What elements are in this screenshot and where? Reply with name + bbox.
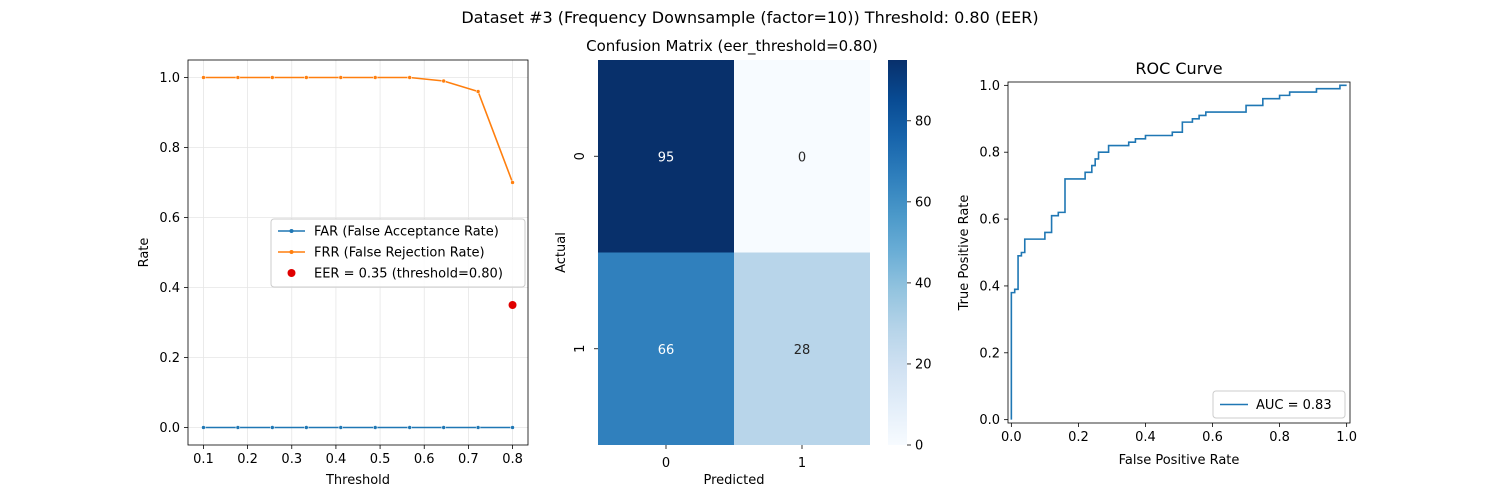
cell-value-label: 28 — [794, 343, 811, 358]
x-tick-label: 0.6 — [414, 452, 435, 467]
heatmap-cell — [598, 60, 734, 253]
eer-point — [508, 301, 517, 309]
legend-label: EER = 0.35 (threshold=0.80) — [314, 267, 503, 282]
y-tick-label: 0 — [573, 152, 588, 160]
series-marker — [235, 75, 241, 80]
legend-eer-marker — [287, 269, 296, 277]
x-tick-label: 0.8 — [1269, 430, 1290, 445]
y-tick-label: 0.8 — [159, 141, 180, 156]
colorbar-tick-label: 80 — [915, 114, 932, 129]
y-tick-label: 0.2 — [979, 346, 1000, 361]
series-marker — [372, 75, 378, 80]
series-marker — [407, 75, 412, 80]
x-tick-label: 0 — [662, 456, 670, 471]
y-tick-label: 1.0 — [979, 79, 1000, 94]
x-tick-label: 0.1 — [193, 452, 214, 467]
legend-label: FAR (False Acceptance Rate) — [314, 225, 499, 240]
series-marker — [338, 75, 344, 80]
x-tick-label: 0.0 — [1001, 430, 1022, 445]
heatmap-cell — [734, 252, 870, 445]
legend-box — [270, 218, 526, 288]
x-tick-label: 0.2 — [237, 452, 258, 467]
series-marker — [235, 425, 241, 430]
heatmap-cell — [598, 252, 734, 445]
series-marker — [510, 425, 515, 430]
y-axis-label: Actual — [554, 232, 569, 273]
x-tick-label: 0.4 — [326, 452, 347, 467]
legend: FAR (False Acceptance Rate) FRR (False Re… — [270, 218, 526, 288]
y-tick-label: 0.6 — [159, 211, 180, 226]
series-marker — [407, 425, 412, 430]
rates-vs-threshold-chart: 0.1 0.2 0.3 0.4 0.5 0.6 0.7 0.8 0.0 0.2 0.4 0.6 0.8 1… — [137, 59, 529, 488]
colorbar-tick-label: 40 — [915, 276, 932, 291]
series-marker — [270, 75, 275, 80]
x-tick-label: 0.5 — [370, 452, 391, 467]
chart-title: ROC Curve — [1135, 59, 1222, 78]
colorbar-tick-label: 20 — [915, 357, 932, 372]
x-tick-label: 1 — [798, 456, 806, 471]
series-marker — [475, 89, 481, 94]
legend-label: AUC = 0.83 — [1256, 398, 1332, 413]
y-tick-label: 1 — [573, 345, 588, 353]
cell-value-label: 0 — [798, 150, 806, 165]
legend-marker — [289, 250, 294, 254]
x-tick-label: 1.0 — [1336, 430, 1357, 445]
figure-suptitle: Dataset #3 (Frequency Downsample (factor… — [461, 8, 1038, 27]
series-marker — [441, 425, 446, 430]
series-marker — [270, 425, 275, 430]
confusion-matrix-chart: Confusion Matrix (eer_threshold=0.80) 95 0… — [554, 37, 932, 488]
x-axis-label: Predicted — [703, 473, 764, 488]
series-line — [203, 76, 514, 183]
heatmap-cell — [734, 60, 870, 253]
plot-frame — [187, 59, 529, 446]
x-axis-label: Threshold — [325, 473, 390, 488]
x-axis-label: False Positive Rate — [1119, 453, 1240, 468]
cell-value-label: 66 — [658, 343, 675, 358]
y-tick-label: 1.0 — [159, 71, 180, 86]
y-axis-label: True Positive Rate — [957, 195, 972, 312]
roc-curve-line — [1010, 84, 1347, 420]
x-tick-label: 0.4 — [1135, 430, 1156, 445]
series-marker — [441, 78, 446, 84]
series-marker — [201, 75, 206, 80]
legend: AUC = 0.83 — [1212, 390, 1346, 419]
y-tick-label: 0.6 — [979, 213, 1000, 228]
cell-value-label: 95 — [658, 150, 675, 165]
series-marker — [201, 425, 206, 430]
y-tick-label: 0.0 — [159, 421, 180, 436]
series-marker — [372, 425, 378, 430]
chart-title: Confusion Matrix (eer_threshold=0.80) — [586, 37, 878, 56]
x-tick-label: 0.2 — [1068, 430, 1089, 445]
legend-marker — [289, 229, 294, 233]
y-tick-label: 0.2 — [159, 351, 180, 366]
y-axis-label: Rate — [137, 238, 152, 268]
x-tick-label: 0.7 — [458, 452, 479, 467]
plot-frame — [1007, 81, 1351, 424]
legend-label: FRR (False Rejection Rate) — [314, 246, 485, 261]
colorbar-tick-label: 0 — [915, 439, 923, 454]
y-tick-label: 0.4 — [979, 279, 1000, 294]
x-tick-label: 0.3 — [281, 452, 302, 467]
colorbar-tick-label: 60 — [915, 195, 932, 210]
series-marker — [475, 425, 481, 430]
x-tick-label: 0.6 — [1202, 430, 1223, 445]
roc-curve-chart: ROC Curve 0.0 0.2 0.4 0.6 0.8 1.0 0.0 0.2 0.4 0.6 0… — [957, 59, 1357, 468]
legend-box — [1212, 390, 1346, 419]
series-marker — [304, 425, 309, 430]
y-tick-label: 0.4 — [159, 281, 180, 296]
y-tick-label: 0.0 — [979, 413, 1000, 428]
series-marker — [510, 180, 515, 185]
y-tick-label: 0.8 — [979, 146, 1000, 161]
series-marker — [304, 75, 309, 80]
series-marker — [338, 425, 344, 430]
x-tick-label: 0.8 — [502, 452, 523, 467]
colorbar — [888, 60, 907, 445]
